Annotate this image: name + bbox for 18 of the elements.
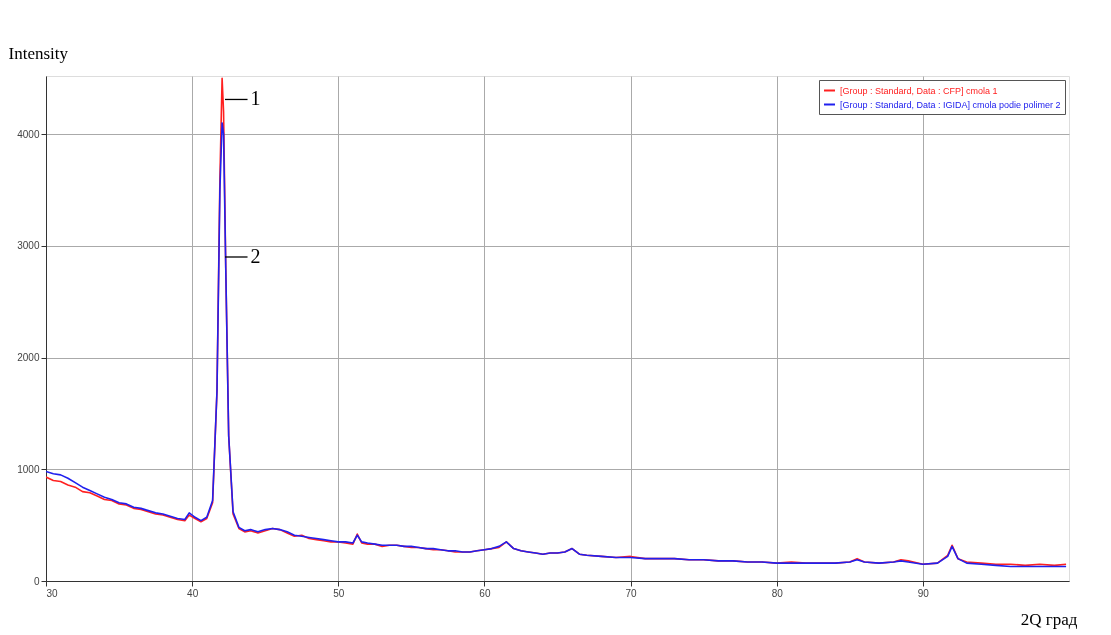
y-axis-title: Intensity xyxy=(8,43,69,63)
x-tick-label: 90 xyxy=(917,587,930,599)
x-tick-label: 50 xyxy=(333,587,345,599)
legend-label: [Group : Standard, Data : IGIDA] cmola podie polimer 2 xyxy=(840,99,1061,110)
x-tick-label: 40 xyxy=(187,587,199,599)
x-tick-label: 60 xyxy=(479,587,491,599)
y-tick-label: 1000 xyxy=(17,463,40,475)
x-tick-label: 70 xyxy=(625,587,638,599)
annotation: 2 xyxy=(250,245,261,267)
x-tick-label: 30 xyxy=(46,587,59,599)
y-tick-label: 2000 xyxy=(17,352,40,364)
legend-label: [Group : Standard, Data : CFP] cmola 1 xyxy=(840,85,998,96)
y-tick-label: 4000 xyxy=(17,128,40,140)
y-tick-label: 3000 xyxy=(17,240,40,252)
y-tick-label: 0 xyxy=(33,575,40,587)
annotation: 1 xyxy=(250,87,261,110)
x-tick-label: 80 xyxy=(771,587,784,599)
x-axis-title: 2Q град xyxy=(1020,609,1078,629)
